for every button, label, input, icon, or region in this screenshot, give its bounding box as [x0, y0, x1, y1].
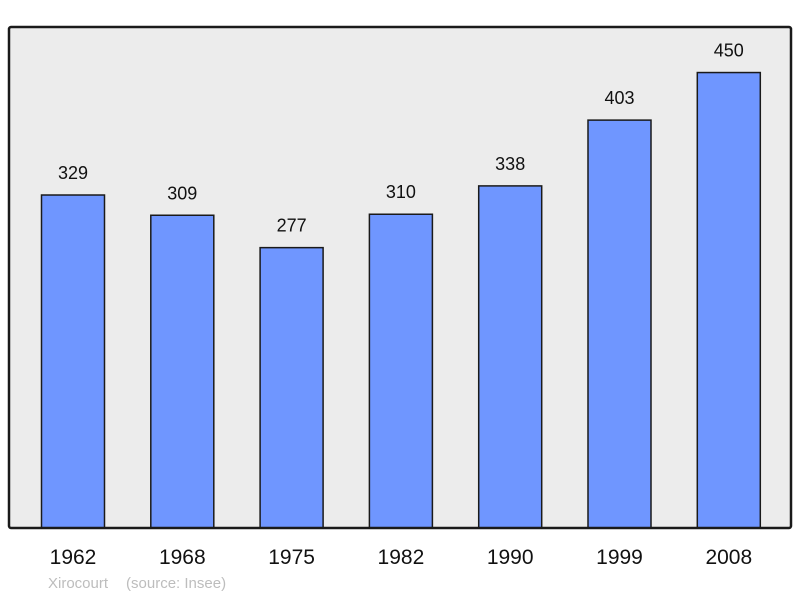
data-label-1982: 310	[386, 182, 416, 202]
bar-1982	[368, 213, 434, 529]
data-label-2008: 450	[714, 41, 744, 61]
x-tick-label-1982: 1982	[378, 546, 425, 569]
data-label-1975: 277	[277, 216, 307, 236]
bar-1962	[40, 194, 106, 529]
bar-2008	[696, 71, 762, 529]
x-tick-label-1975: 1975	[268, 546, 315, 569]
bar-1968	[150, 214, 215, 529]
bar-1999	[587, 119, 652, 529]
data-label-1962: 329	[58, 163, 88, 183]
bar-1990	[477, 185, 543, 529]
data-label-1968: 309	[167, 183, 197, 203]
x-tick-label-1968: 1968	[159, 546, 206, 569]
caption-place: Xirocourt	[48, 575, 109, 592]
bar-1975	[259, 246, 324, 529]
chart-caption: Xirocourt (source: Insee)	[48, 575, 244, 592]
caption-source: (source: Insee)	[126, 575, 227, 592]
x-tick-label-1962: 1962	[50, 546, 97, 569]
x-tick-label-2008: 2008	[705, 546, 752, 569]
plot-border	[7, 25, 793, 530]
data-label-1999: 403	[604, 88, 634, 108]
x-tick-label-1990: 1990	[487, 546, 534, 569]
data-label-1990: 338	[495, 154, 525, 174]
x-tick-label-1999: 1999	[596, 546, 643, 569]
